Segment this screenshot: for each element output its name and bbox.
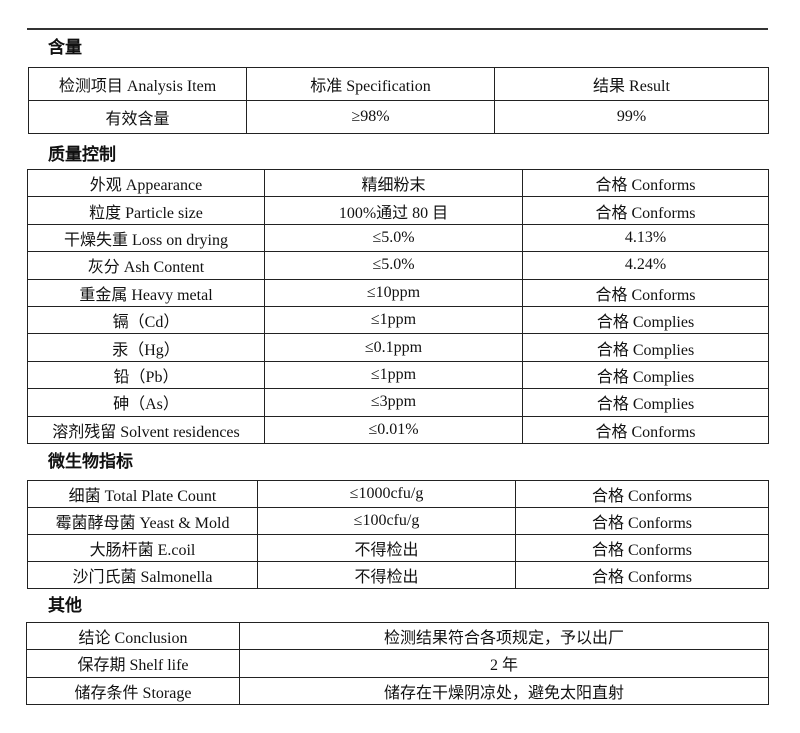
spec-cell: 检测结果符合各项规定，予以出厂	[239, 621, 769, 651]
result-cell: 合格 Complies	[522, 333, 769, 362]
spec-cell: ≤5.0%	[264, 223, 523, 253]
item-cell: 有效含量	[28, 100, 247, 134]
table-row: 储存条件 Storage 储存在干燥阴凉处，避免太阳直射	[26, 676, 769, 705]
spec-cell: 2 年	[239, 649, 769, 678]
table-row: 铅（Pb） ≤1ppm 合格 Complies	[27, 360, 769, 390]
table-row: 外观 Appearance 精细粉末 合格 Conforms	[27, 168, 769, 198]
table-row: 检测项目 Analysis Item 标准 Specification 结果 Res…	[28, 67, 769, 101]
spec-cell: ≤3ppm	[264, 388, 523, 417]
spec-cell: ≤1ppm	[264, 360, 523, 390]
item-cell: 铅（Pb）	[27, 360, 265, 390]
table-row: 重金属 Heavy metal ≤10ppm 合格 Conforms	[27, 278, 769, 307]
result-cell: 合格 Conforms	[515, 534, 769, 562]
section-title-microbiology: 微生物指标	[48, 452, 133, 472]
item-cell: 细菌 Total Plate Count	[27, 480, 258, 508]
table-row: 大肠杆菌 E.coil 不得检出 合格 Conforms	[27, 534, 769, 562]
result-cell: 合格 Complies	[522, 360, 769, 390]
item-cell: 外观 Appearance	[27, 168, 265, 198]
table-row: 保存期 Shelf life 2 年	[26, 649, 769, 678]
spec-cell: ≤5.0%	[264, 251, 523, 280]
table-row: 干燥失重 Loss on drying ≤5.0% 4.13%	[27, 223, 769, 253]
item-cell: 保存期 Shelf life	[26, 649, 240, 678]
result-cell: 合格 Conforms	[515, 480, 769, 508]
spec-cell: ≤0.01%	[264, 415, 523, 444]
table-row: 溶剂残留 Solvent residences ≤0.01% 合格 Conforms	[27, 415, 769, 444]
spec-cell: ≤1000cfu/g	[257, 480, 516, 508]
spec-cell: ≤1ppm	[264, 305, 523, 335]
quality-control-table: 外观 Appearance 精细粉末 合格 Conforms 粒度 Particle …	[27, 168, 769, 444]
microbiology-table: 细菌 Total Plate Count ≤1000cfu/g 合格 Conform…	[27, 480, 769, 589]
item-cell: 灰分 Ash Content	[27, 251, 265, 280]
table-row: 沙门氏菌 Salmonella 不得检出 合格 Conforms	[27, 561, 769, 589]
spec-cell: ≤10ppm	[264, 278, 523, 307]
table-row: 镉（Cd） ≤1ppm 合格 Complies	[27, 305, 769, 335]
result-cell: 合格 Conforms	[522, 415, 769, 444]
item-cell: 储存条件 Storage	[26, 676, 240, 705]
spec-cell: 不得检出	[257, 534, 516, 562]
spec-cell: 精细粉末	[264, 168, 523, 198]
spec-cell: 100%通过 80 目	[264, 196, 523, 225]
item-cell: 溶剂残留 Solvent residences	[27, 415, 265, 444]
item-cell: 霉菌酵母菌 Yeast & Mold	[27, 507, 258, 535]
item-cell: 干燥失重 Loss on drying	[27, 223, 265, 253]
item-cell: 大肠杆菌 E.coil	[27, 534, 258, 562]
content-table: 检测项目 Analysis Item 标准 Specification 结果 Res…	[28, 67, 769, 134]
section-title-other: 其他	[48, 596, 82, 616]
item-cell: 检测项目 Analysis Item	[28, 67, 247, 101]
section-title-content: 含量	[48, 38, 82, 58]
item-cell: 镉（Cd）	[27, 305, 265, 335]
item-cell: 沙门氏菌 Salmonella	[27, 561, 258, 589]
result-cell: 合格 Conforms	[522, 278, 769, 307]
result-cell: 4.13%	[522, 223, 769, 253]
table-row: 粒度 Particle size 100%通过 80 目合格 Conforms	[27, 196, 769, 225]
result-cell: 结果 Result	[494, 67, 769, 101]
top-rule	[27, 28, 768, 30]
item-cell: 结论 Conclusion	[26, 621, 240, 651]
result-cell: 合格 Conforms	[522, 168, 769, 198]
result-cell: 99%	[494, 100, 769, 134]
table-row: 霉菌酵母菌 Yeast & Mold ≤100cfu/g 合格 Conforms	[27, 507, 769, 535]
result-cell: 合格 Complies	[522, 388, 769, 417]
spec-cell: 不得检出	[257, 561, 516, 589]
table-row: 结论 Conclusion 检测结果符合各项规定，予以出厂	[26, 621, 769, 651]
table-row: 细菌 Total Plate Count ≤1000cfu/g 合格 Conform…	[27, 480, 769, 508]
spec-cell: ≥98%	[246, 100, 495, 134]
result-cell: 合格 Conforms	[522, 196, 769, 225]
item-cell: 重金属 Heavy metal	[27, 278, 265, 307]
section-title-quality-control: 质量控制	[48, 145, 116, 165]
spec-cell: ≤0.1ppm	[264, 333, 523, 362]
table-row: 砷（As） ≤3ppm 合格 Complies	[27, 388, 769, 417]
spec-cell: 储存在干燥阴凉处，避免太阳直射	[239, 676, 769, 705]
item-cell: 砷（As）	[27, 388, 265, 417]
table-row: 汞（Hg） ≤0.1ppm 合格 Complies	[27, 333, 769, 362]
result-cell: 合格 Complies	[522, 305, 769, 335]
result-cell: 合格 Conforms	[515, 561, 769, 589]
table-row: 灰分 Ash Content ≤5.0% 4.24%	[27, 251, 769, 280]
item-cell: 汞（Hg）	[27, 333, 265, 362]
other-table: 结论 Conclusion 检测结果符合各项规定，予以出厂 保存期 Shelf li…	[26, 621, 769, 705]
result-cell: 合格 Conforms	[515, 507, 769, 535]
table-row: 有效含量 ≥98% 99%	[28, 100, 769, 134]
spec-cell: 标准 Specification	[246, 67, 495, 101]
result-cell: 4.24%	[522, 251, 769, 280]
item-cell: 粒度 Particle size	[27, 196, 265, 225]
spec-cell: ≤100cfu/g	[257, 507, 516, 535]
